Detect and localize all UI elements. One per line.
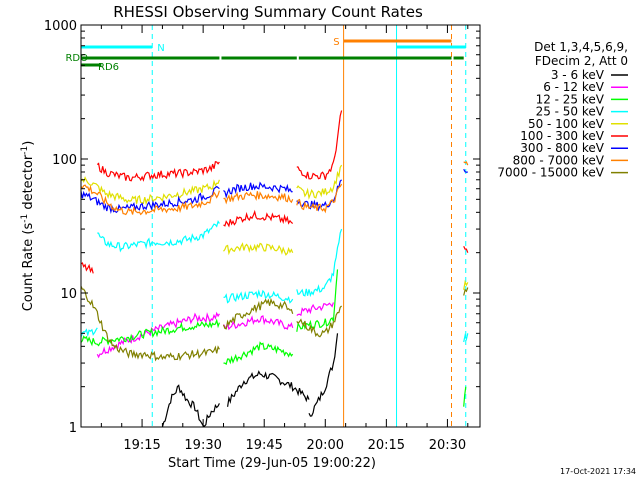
- flag-label-rd6: RD6: [98, 62, 119, 73]
- series-line: [80, 318, 220, 347]
- series-line: [308, 333, 339, 417]
- x-tick-label: 20:00: [307, 438, 344, 453]
- series-line: [463, 168, 468, 173]
- y-tick-label: 1000: [44, 19, 77, 34]
- y-axis-label-exponent-2: -1: [20, 146, 30, 155]
- flag-label-saa: S: [333, 37, 339, 48]
- series-line: [296, 269, 339, 332]
- series-line: [463, 386, 467, 407]
- x-tick-label: 20:15: [368, 438, 405, 453]
- series-line: [296, 302, 334, 317]
- series-line: [463, 245, 469, 253]
- series-line: [223, 181, 293, 199]
- observing-flags: N S RDO RD6: [65, 37, 466, 73]
- series-line: [96, 311, 220, 359]
- series-line: [296, 164, 343, 200]
- y-axis-label: Count Rate (s-1 detector-1): [20, 141, 36, 312]
- series-line: [223, 209, 294, 228]
- series-line: [80, 262, 94, 274]
- y-axis-label-exponent-1: -1: [20, 214, 30, 223]
- x-tick-label: 20:30: [429, 438, 466, 453]
- series-line: [80, 176, 220, 206]
- x-axis-label: Start Time (29-Jun-05 19:00:22): [168, 456, 376, 471]
- series-line: [223, 191, 294, 205]
- legend-label: 6 - 12 keV: [543, 80, 605, 94]
- series-line: [463, 279, 469, 290]
- x-tick-label: 19:45: [245, 438, 282, 453]
- series-3: [80, 220, 469, 343]
- legend-label: 25 - 50 keV: [536, 105, 605, 119]
- series-line: [80, 184, 220, 216]
- series-2: [80, 269, 467, 407]
- y-tick-label: 100: [52, 153, 77, 168]
- legend-header-line-2: FDecim 2, Att 0: [535, 54, 628, 68]
- series-line: [296, 183, 343, 214]
- series-line: [296, 228, 343, 298]
- series-line: [80, 327, 98, 338]
- y-axis-label-suffix: ): [21, 141, 36, 146]
- legend-label: 50 - 100 keV: [528, 117, 605, 131]
- series-7: [80, 161, 469, 216]
- plot-area: [80, 25, 469, 428]
- series-0: [161, 333, 339, 428]
- legend-header-line-1: Det 1,3,4,5,6,9,: [534, 40, 628, 54]
- flag-label-rdo: RDO: [65, 53, 88, 64]
- series-line: [80, 185, 220, 215]
- series-line: [222, 315, 294, 331]
- series-line: [97, 220, 220, 253]
- legend: Det 1,3,4,5,6,9, FDecim 2, Att 0 3 - 6 k…: [497, 40, 628, 180]
- series-line: [296, 179, 343, 212]
- series-line: [223, 289, 294, 304]
- legend-label: 300 - 800 keV: [520, 141, 604, 155]
- legend-label: 800 - 7000 keV: [513, 153, 605, 167]
- y-tick-label: 1: [69, 421, 77, 436]
- series-line: [463, 287, 469, 296]
- series-line: [227, 370, 310, 407]
- series-5: [80, 110, 469, 274]
- legend-label: 12 - 25 keV: [536, 92, 605, 106]
- legend-label: 7000 - 15000 keV: [497, 166, 604, 180]
- footer-date: 17-Oct-2021 17:34: [560, 467, 636, 476]
- axes: 1 10 100 1000 19:15 19:30 19:45 20:00 20:15 20:30: [44, 19, 481, 453]
- series-line: [223, 341, 294, 366]
- series-6: [80, 168, 468, 215]
- x-tick-label: 19:30: [184, 438, 221, 453]
- flag-label-night: N: [157, 43, 164, 54]
- legend-label: 100 - 300 keV: [520, 129, 604, 143]
- series-line: [463, 333, 469, 343]
- series-line: [463, 161, 469, 166]
- series-4: [80, 164, 469, 290]
- y-axis-label-middle: detector: [21, 154, 36, 214]
- legend-label: 3 - 6 keV: [551, 68, 605, 82]
- x-tick-label: 19:15: [123, 438, 160, 453]
- series-line: [161, 384, 220, 428]
- y-tick-label: 10: [60, 287, 77, 302]
- series-line: [222, 297, 294, 330]
- series-line: [296, 305, 343, 338]
- series-line: [296, 110, 343, 180]
- series-line: [80, 285, 220, 362]
- y-axis-label-prefix: Count Rate (s: [21, 223, 36, 312]
- series-line: [223, 242, 294, 256]
- series-8: [80, 285, 469, 362]
- plot-frame: [80, 24, 481, 428]
- series-line: [96, 160, 220, 182]
- chart-title: RHESSI Observing Summary Count Rates: [113, 3, 423, 21]
